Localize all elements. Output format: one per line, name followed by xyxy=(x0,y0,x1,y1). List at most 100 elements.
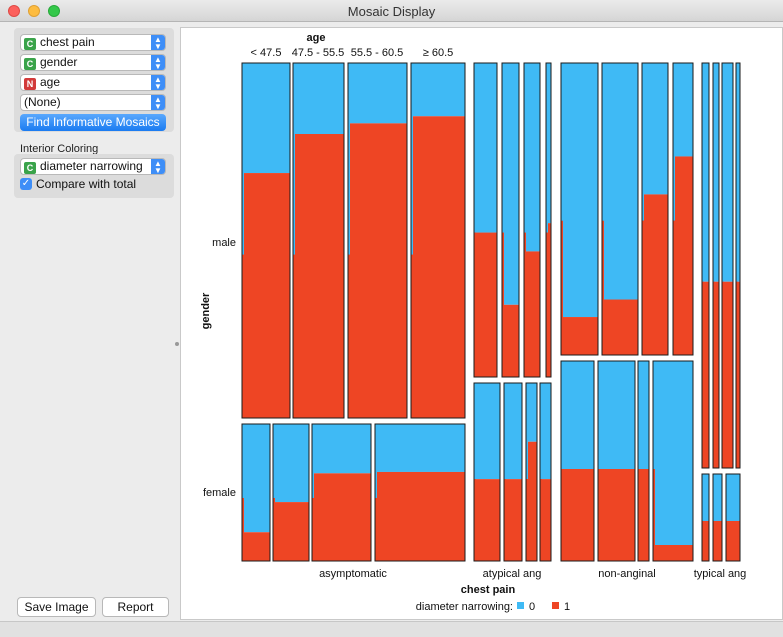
mosaic-total-strip-asymptomatic-male-3-class1 xyxy=(411,254,413,418)
mosaic-cell-asymptomatic-female-3-class0 xyxy=(375,424,465,472)
mosaic-cell-outline-asymptomatic-female-2 xyxy=(311,423,372,562)
top-axis-title: age xyxy=(307,32,326,44)
mosaic-cell-non-anginal-male-1-class1 xyxy=(602,299,638,355)
mosaic-cell-typical-ang-female-0-class0 xyxy=(702,474,709,521)
mosaic-cell-atypical-ang-male-3-class0 xyxy=(546,63,551,224)
mosaic-total-strip-non-anginal-male-3-class0 xyxy=(673,63,675,221)
mosaic-total-strip-non-anginal-male-0-class0 xyxy=(561,63,563,221)
mosaic-cell-atypical-ang-female-1-class0 xyxy=(504,383,522,480)
mosaic-total-strip-atypical-ang-female-2-class0 xyxy=(526,383,528,480)
mosaic-cell-atypical-ang-female-2-class0 xyxy=(526,383,537,442)
chest-pain-label: non-anginal xyxy=(598,568,656,580)
mosaic-cell-outline-typical-ang-male-2 xyxy=(721,62,734,469)
y-axis-title: gender xyxy=(200,292,212,329)
mosaic-total-strip-atypical-ang-male-1-class0 xyxy=(502,63,504,233)
title-bar: Mosaic Display xyxy=(0,0,783,22)
maximize-window-button[interactable] xyxy=(48,5,60,17)
mosaic-cell-asymptomatic-male-1-class1 xyxy=(293,134,344,418)
find-informative-mosaics-button[interactable]: Find Informative Mosaics xyxy=(20,114,166,131)
mosaic-total-strip-asymptomatic-female-2-class1 xyxy=(312,497,314,561)
mosaic-cell-atypical-ang-female-1-class1 xyxy=(504,479,522,561)
mosaic-total-strip-typical-ang-female-1-class1 xyxy=(713,520,715,561)
variable-2-label: gender xyxy=(40,55,78,69)
gender-label-male: male xyxy=(212,237,236,249)
mosaic-cell-outline-asymptomatic-male-1 xyxy=(292,62,345,419)
mosaic-total-strip-asymptomatic-male-2-class1 xyxy=(348,254,350,418)
mosaic-cell-outline-typical-ang-male-3 xyxy=(735,62,741,469)
mosaic-cell-typical-ang-male-2-class0 xyxy=(722,63,733,282)
mosaic-cell-non-anginal-male-1-class0 xyxy=(602,63,638,300)
mosaic-cell-outline-non-anginal-female-2 xyxy=(637,360,650,562)
mosaic-cell-non-anginal-male-0-class1 xyxy=(561,317,598,355)
mosaic-cell-outline-typical-ang-female-0 xyxy=(701,473,710,562)
mosaic-cell-asymptomatic-male-2-class0 xyxy=(348,63,407,124)
report-button[interactable]: Report xyxy=(102,597,169,617)
legend-label-1: 1 xyxy=(564,601,570,613)
compare-with-total-checkbox[interactable]: ✓ xyxy=(20,178,32,190)
mosaic-cell-non-anginal-male-0-class0 xyxy=(561,63,598,318)
legend-swatch-0 xyxy=(517,602,524,609)
mosaic-cell-asymptomatic-male-1-class0 xyxy=(293,63,344,134)
mosaic-total-strip-typical-ang-female-2-class1 xyxy=(726,520,728,561)
mosaic-total-strip-asymptomatic-male-1-class1 xyxy=(293,254,295,418)
mosaic-cell-outline-non-anginal-male-1 xyxy=(601,62,639,356)
categorical-icon: C xyxy=(24,162,36,174)
mosaic-cell-non-anginal-female-0-class1 xyxy=(561,469,594,561)
mosaic-cell-outline-typical-ang-female-2 xyxy=(725,473,741,562)
mosaic-cell-outline-asymptomatic-male-0 xyxy=(241,62,291,419)
mosaic-cell-typical-ang-male-0-class0 xyxy=(702,63,709,282)
mosaic-cell-outline-asymptomatic-male-3 xyxy=(410,62,466,419)
mosaic-total-strip-asymptomatic-male-0-class0 xyxy=(242,63,244,255)
age-bin-label: 47.5 - 55.5 xyxy=(292,47,345,59)
mosaic-total-strip-non-anginal-female-3-class1 xyxy=(653,469,655,561)
mosaic-total-strip-asymptomatic-female-1-class1 xyxy=(273,497,275,561)
legend-title: diameter narrowing: xyxy=(416,601,513,613)
x-axis-title: chest pain xyxy=(461,584,516,596)
mosaic-cell-non-anginal-male-3-class1 xyxy=(673,156,693,355)
mosaic-cell-asymptomatic-male-0-class1 xyxy=(242,173,290,418)
mosaic-cell-asymptomatic-female-0-class1 xyxy=(242,532,270,561)
mosaic-cell-atypical-ang-male-2-class0 xyxy=(524,63,540,252)
mosaic-total-strip-non-anginal-female-1-class1 xyxy=(598,469,600,561)
mosaic-cell-atypical-ang-female-3-class1 xyxy=(540,479,551,561)
variable-4-select[interactable]: (None) ▲ ▼ xyxy=(20,94,166,111)
mosaic-cell-typical-ang-male-1-class0 xyxy=(713,63,719,282)
variable-3-label: age xyxy=(40,75,61,89)
mosaic-cell-outline-atypical-ang-female-3 xyxy=(539,382,552,562)
variable-1-label: chest pain xyxy=(40,35,95,49)
mosaic-total-strip-typical-ang-male-0-class0 xyxy=(702,63,704,282)
mosaic-cell-atypical-ang-female-3-class0 xyxy=(540,383,551,480)
categorical-icon: C xyxy=(24,38,36,50)
mosaic-cell-typical-ang-male-1-class1 xyxy=(713,281,719,468)
age-bin-label: 55.5 - 60.5 xyxy=(351,47,404,59)
minimize-window-button[interactable] xyxy=(28,5,40,17)
mosaic-cell-outline-asymptomatic-male-2 xyxy=(347,62,408,419)
mosaic-cell-asymptomatic-female-1-class1 xyxy=(273,502,309,561)
updown-chevron-icon: ▲ ▼ xyxy=(151,95,165,111)
mosaic-cell-outline-atypical-ang-male-1 xyxy=(501,62,520,378)
mosaic-cell-asymptomatic-female-3-class1 xyxy=(375,471,465,561)
close-window-button[interactable] xyxy=(8,5,20,17)
mosaic-cell-outline-non-anginal-male-3 xyxy=(672,62,694,356)
mosaic-cell-non-anginal-male-2-class1 xyxy=(642,194,668,355)
mosaic-total-strip-asymptomatic-female-1-class0 xyxy=(273,424,275,498)
mosaic-cell-atypical-ang-male-1-class0 xyxy=(502,63,519,305)
mosaic-cell-typical-ang-female-1-class1 xyxy=(713,520,722,561)
save-image-button[interactable]: Save Image xyxy=(17,597,96,617)
splitter-handle[interactable] xyxy=(175,342,179,346)
mosaic-cell-asymptomatic-male-3-class1 xyxy=(411,116,465,418)
mosaic-cell-asymptomatic-male-2-class1 xyxy=(348,123,407,418)
mosaic-total-strip-typical-ang-female-0-class0 xyxy=(702,474,704,521)
mosaic-cell-typical-ang-male-0-class1 xyxy=(702,281,709,468)
mosaic-total-strip-typical-ang-female-1-class0 xyxy=(713,474,715,521)
mosaic-cell-outline-non-anginal-male-2 xyxy=(641,62,669,356)
mosaic-cell-atypical-ang-male-1-class1 xyxy=(502,304,519,377)
mosaic-cell-non-anginal-female-3-class1 xyxy=(653,545,693,561)
